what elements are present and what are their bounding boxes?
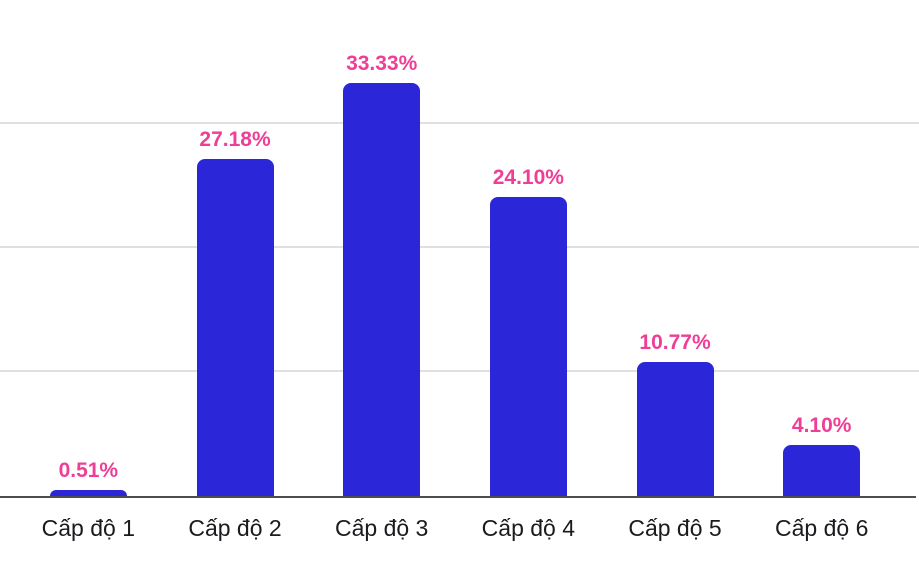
x-axis-line [0,496,916,498]
value-label: 24.10% [492,166,564,190]
category-label: Cấp độ 6 [775,514,869,541]
category-label: Cấp độ 4 [481,514,576,541]
gridline-30 [0,122,919,124]
bar[interactable] [343,82,421,496]
bar[interactable] [783,445,861,496]
bar[interactable] [49,489,127,496]
bar-column: 4.10% [748,0,895,496]
gridline-20 [0,246,919,248]
plot-area: 0.51% 27.18% 33.33% 24.10% 10.77% 4.10% [0,0,919,496]
bars-row: 0.51% 27.18% 33.33% 24.10% 10.77% 4.10% [15,0,895,496]
bar-column: 27.18% [162,0,309,496]
category-label: Cấp độ 2 [188,514,282,541]
value-label: 10.77% [639,331,711,355]
category-label: Cấp độ 5 [628,514,722,541]
value-label: 4.10% [791,414,852,438]
bar-column: 0.51% [15,0,162,496]
bar[interactable] [196,158,274,496]
value-label: 33.33% [346,51,418,75]
bar[interactable] [489,197,567,496]
gridline-10 [0,370,919,372]
category-label: Cấp độ 1 [41,514,136,541]
bar-column: 10.77% [602,0,749,496]
value-label: 0.51% [58,458,119,482]
bar[interactable] [636,362,714,496]
value-label: 27.18% [199,127,271,151]
category-label: Cấp độ 3 [335,514,429,541]
x-axis-labels: Cấp độ 1 Cấp độ 2 Cấp độ 3 Cấp độ 4 Cấp độ 5… [0,506,919,550]
bar-column: 33.33% [308,0,455,496]
bar-column: 24.10% [455,0,602,496]
